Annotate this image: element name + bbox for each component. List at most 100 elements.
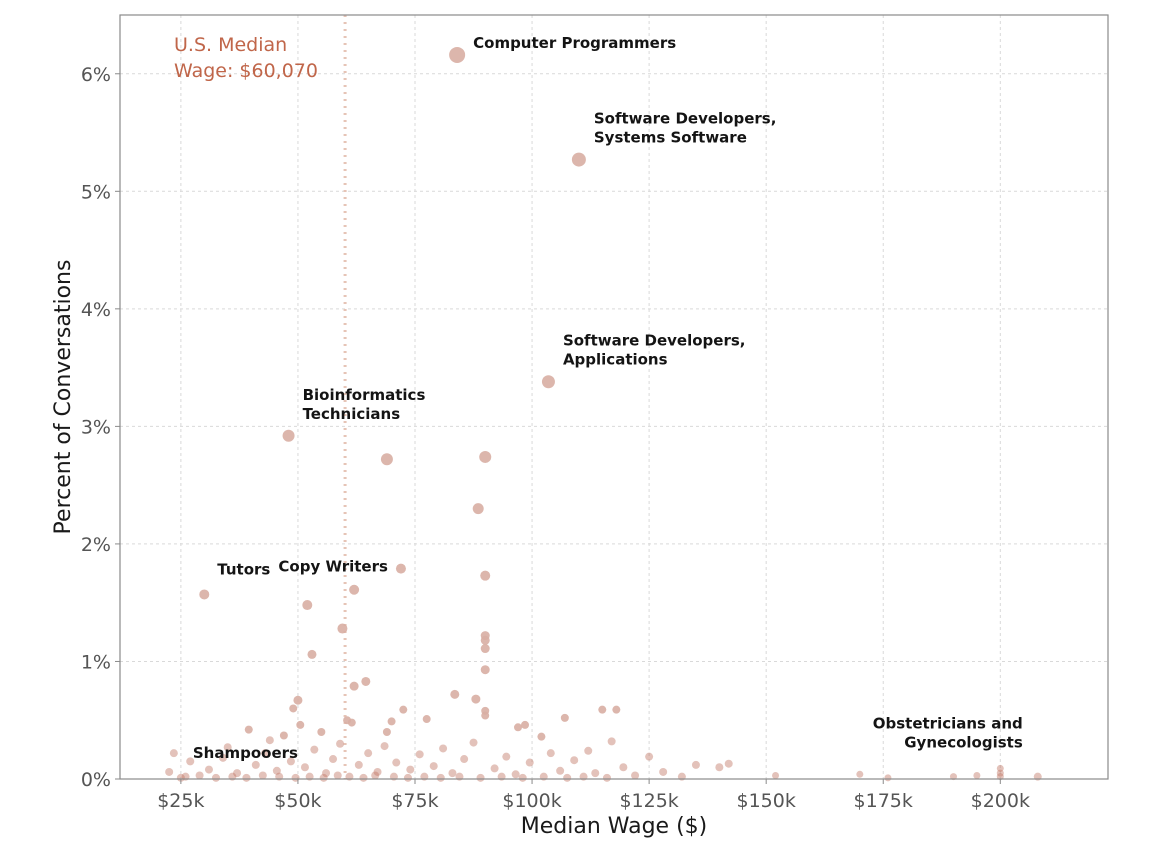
- data-point: [176, 773, 185, 782]
- data-point: [514, 723, 523, 732]
- data-point: [361, 676, 371, 686]
- median-wage-label-line2: Wage: $60,070: [174, 60, 318, 82]
- data-point: [199, 589, 210, 600]
- data-point: [204, 765, 213, 774]
- data-point: [403, 773, 412, 782]
- data-point: [399, 705, 408, 714]
- data-point: [518, 773, 527, 782]
- y-tick-label: 1%: [81, 651, 111, 673]
- y-tick-label: 5%: [81, 181, 111, 203]
- data-point: [300, 763, 309, 772]
- y-tick-label: 6%: [81, 64, 111, 86]
- data-point: [619, 763, 628, 772]
- data-point: [584, 746, 593, 755]
- point-label-line: Systems Software: [594, 129, 747, 147]
- data-point: [392, 758, 401, 767]
- data-point: [546, 749, 555, 758]
- data-point: [233, 769, 242, 778]
- data-point: [302, 600, 313, 611]
- data-point: [223, 743, 232, 752]
- data-point: [382, 727, 391, 736]
- data-point: [563, 773, 572, 782]
- point-label: Tutors: [217, 560, 270, 578]
- y-tick-label: 3%: [81, 416, 111, 438]
- data-point: [450, 689, 460, 699]
- point-label-line: Obstetricians and: [873, 715, 1023, 733]
- median-wage-label-line1: U.S. Median: [174, 34, 287, 56]
- data-point: [211, 773, 220, 782]
- point-label-line: Software Developers,: [563, 332, 746, 350]
- data-point: [261, 749, 270, 758]
- point-label-line: Computer Programmers: [473, 34, 676, 52]
- data-point: [481, 711, 490, 720]
- data-point: [336, 739, 345, 748]
- data-point: [436, 773, 445, 782]
- data-point: [371, 771, 380, 780]
- data-point: [541, 375, 555, 389]
- data-point: [310, 745, 319, 754]
- data-point: [480, 570, 491, 581]
- data-point: [715, 763, 724, 772]
- x-tick-label: $200k: [971, 790, 1030, 812]
- data-point: [476, 773, 485, 782]
- data-point: [659, 767, 668, 776]
- data-point: [996, 769, 1004, 777]
- data-point: [354, 760, 363, 769]
- data-point: [511, 770, 520, 779]
- data-point: [169, 749, 178, 758]
- plot-frame: [119, 14, 1109, 780]
- data-point: [598, 705, 607, 714]
- data-point: [387, 717, 396, 726]
- data-point: [471, 694, 481, 704]
- data-point: [521, 720, 530, 729]
- data-point: [279, 731, 288, 740]
- point-label: Bioinformatics Technicians: [303, 386, 426, 423]
- x-tick-label: $150k: [737, 790, 796, 812]
- y-tick-label: 2%: [81, 534, 111, 556]
- data-point: [219, 753, 228, 762]
- data-point: [480, 665, 490, 675]
- x-tick-label: $25k: [157, 790, 204, 812]
- data-point: [286, 757, 295, 766]
- y-tick-label: 0%: [81, 769, 111, 791]
- data-point: [415, 750, 424, 759]
- data-point: [472, 503, 484, 515]
- point-label-line: Bioinformatics: [303, 386, 426, 404]
- y-tick-label: 4%: [81, 299, 111, 321]
- data-point: [186, 757, 195, 766]
- data-point: [691, 760, 700, 769]
- data-point: [537, 732, 546, 741]
- data-point: [856, 770, 864, 778]
- data-point: [996, 764, 1004, 772]
- data-point: [395, 563, 406, 574]
- data-point: [343, 716, 352, 725]
- data-point: [502, 752, 511, 761]
- data-point: [296, 720, 305, 729]
- data-point: [591, 769, 600, 778]
- data-point: [258, 771, 267, 780]
- data-point: [556, 766, 565, 775]
- data-point: [406, 765, 415, 774]
- data-points: [165, 46, 1042, 782]
- data-point: [364, 749, 373, 758]
- point-label-line: Gynecologists: [904, 734, 1023, 752]
- data-point: [612, 705, 621, 714]
- data-point: [570, 756, 579, 765]
- data-point: [996, 773, 1004, 781]
- point-label-line: Applications: [563, 351, 668, 369]
- point-label: Software Developers, Systems Software: [594, 110, 777, 147]
- data-point: [244, 725, 253, 734]
- data-point: [724, 759, 733, 768]
- data-point: [480, 644, 490, 654]
- point-label: Obstetricians and Gynecologists: [873, 715, 1023, 752]
- data-point: [373, 767, 382, 776]
- data-point: [973, 771, 981, 779]
- x-axis-title: Median Wage ($): [521, 814, 708, 839]
- data-point: [429, 762, 438, 771]
- point-label-line: Copy Writers: [278, 558, 388, 576]
- data-point: [602, 773, 611, 782]
- data-point: [251, 760, 260, 769]
- point-labels: Computer Programmers Software Developers,…: [193, 34, 1023, 762]
- data-point: [195, 771, 204, 780]
